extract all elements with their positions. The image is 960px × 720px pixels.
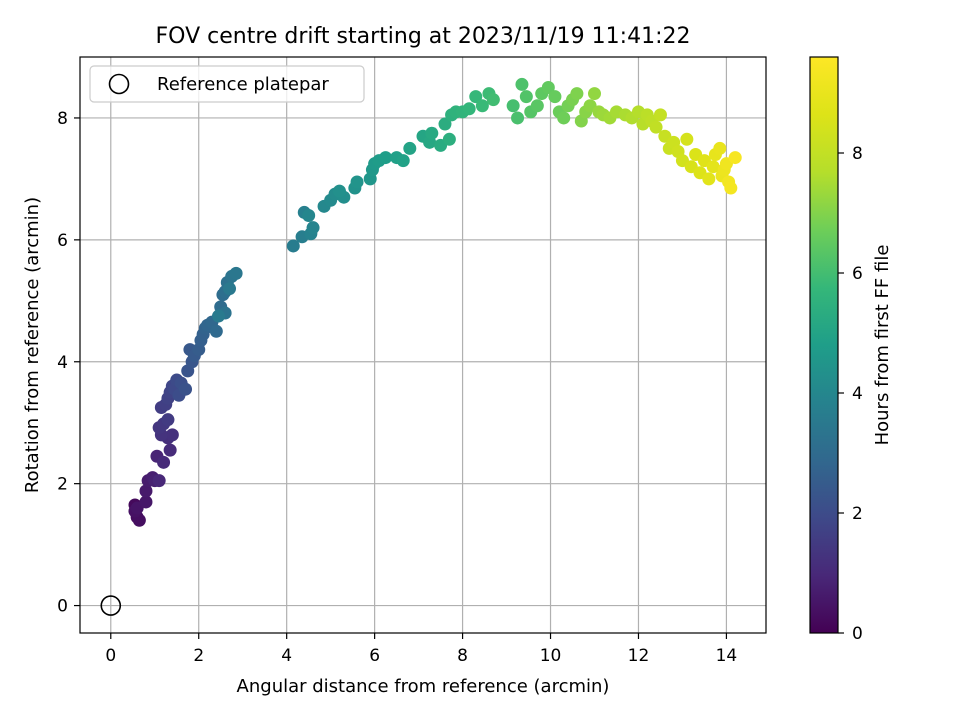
reference-platepar-marker <box>100 595 122 616</box>
x-tick-label: 10 <box>540 646 562 666</box>
colorbar-tick-label: 0 <box>852 624 863 644</box>
data-point <box>286 239 300 253</box>
x-axis-ticks: 0 2 4 6 8 10 12 14 <box>105 633 737 666</box>
colorbar-tick-label: 6 <box>852 264 863 284</box>
x-tick-label: 6 <box>369 646 380 666</box>
data-point <box>403 141 417 155</box>
legend-entry-reference-platepar: Reference platepar <box>157 74 329 95</box>
data-point <box>157 455 171 469</box>
data-point <box>139 484 153 498</box>
data-point <box>302 208 316 222</box>
data-point <box>161 413 175 427</box>
colorbar-tick-label: 8 <box>852 144 863 164</box>
x-axis-label: Angular distance from reference (arcmin) <box>237 676 610 697</box>
data-point <box>379 151 393 165</box>
data-point <box>332 184 346 198</box>
chart-title: FOV centre drift starting at 2023/11/19 … <box>156 24 691 49</box>
y-axis-ticks: 0 2 4 6 8 <box>57 109 80 617</box>
data-point <box>438 117 452 131</box>
data-point <box>306 221 320 235</box>
data-point <box>469 90 483 104</box>
x-tick-label: 14 <box>716 646 738 666</box>
colorbar-label: Hours from first FF file <box>872 245 893 446</box>
data-point <box>209 324 223 338</box>
x-tick-label: 2 <box>193 646 204 666</box>
data-point <box>724 181 738 195</box>
data-point <box>570 87 584 101</box>
y-tick-label: 2 <box>57 475 68 495</box>
colorbar-tick-label: 4 <box>852 384 863 404</box>
y-axis-label: Rotation from reference (arcmin) <box>22 197 43 493</box>
data-point <box>680 132 694 146</box>
data-point <box>475 99 489 113</box>
colorbar <box>809 56 839 634</box>
data-point <box>163 443 177 457</box>
data-point <box>396 154 410 168</box>
plot-area <box>80 57 766 633</box>
colorbar-ticks: 0 2 4 6 8 <box>838 144 863 644</box>
data-point <box>702 172 716 186</box>
data-point <box>486 93 500 107</box>
x-tick-label: 12 <box>628 646 650 666</box>
data-point <box>139 495 153 509</box>
data-point <box>179 382 193 396</box>
data-point <box>541 80 555 94</box>
scatter-points <box>128 77 742 527</box>
data-point <box>728 151 742 165</box>
data-point <box>506 99 520 113</box>
data-point <box>557 111 571 125</box>
data-point <box>530 99 544 113</box>
data-point <box>511 111 525 125</box>
y-tick-label: 8 <box>57 109 68 129</box>
legend-open-circle-icon <box>108 73 130 95</box>
data-point <box>425 126 439 140</box>
data-point <box>462 102 476 116</box>
plot-frame <box>79 56 767 634</box>
data-point <box>548 90 562 104</box>
data-point <box>350 175 364 189</box>
x-tick-label: 4 <box>281 646 292 666</box>
x-tick-label: 8 <box>457 646 468 666</box>
data-point <box>515 77 529 91</box>
data-point <box>588 87 601 101</box>
x-tick-label: 0 <box>105 646 116 666</box>
data-point <box>706 160 720 174</box>
legend: Reference platepar <box>89 65 365 103</box>
y-tick-label: 0 <box>57 597 68 617</box>
data-point <box>223 282 237 296</box>
data-point <box>653 108 667 122</box>
data-point <box>152 474 166 488</box>
data-point <box>229 266 243 280</box>
data-point <box>519 90 533 104</box>
legend-box <box>89 65 365 103</box>
y-tick-label: 6 <box>57 231 68 251</box>
data-point <box>442 132 456 146</box>
y-tick-label: 4 <box>57 353 68 373</box>
colorbar-tick-label: 2 <box>852 504 863 524</box>
data-point <box>713 141 727 155</box>
data-point <box>212 309 226 323</box>
data-point <box>649 120 663 134</box>
data-point <box>165 428 179 442</box>
